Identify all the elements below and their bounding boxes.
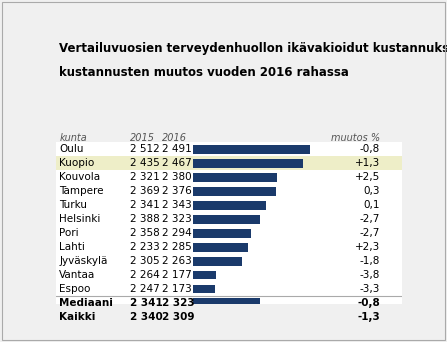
Text: 2 323: 2 323 <box>161 298 194 308</box>
Text: 2 341: 2 341 <box>131 200 160 210</box>
Text: 2 323: 2 323 <box>161 214 191 224</box>
Text: +2,5: +2,5 <box>354 172 380 182</box>
FancyBboxPatch shape <box>56 282 402 296</box>
Text: 2 309: 2 309 <box>161 312 194 322</box>
Text: -0,8: -0,8 <box>359 144 380 154</box>
Text: Oulu: Oulu <box>59 144 84 154</box>
Text: -3,8: -3,8 <box>359 270 380 280</box>
FancyBboxPatch shape <box>193 201 266 210</box>
Text: +2,3: +2,3 <box>354 242 380 252</box>
Text: -2,7: -2,7 <box>359 214 380 224</box>
Text: 2 263: 2 263 <box>161 256 191 266</box>
FancyBboxPatch shape <box>193 215 260 224</box>
Text: 2016: 2016 <box>161 133 186 143</box>
Text: 2 321: 2 321 <box>131 172 160 182</box>
FancyBboxPatch shape <box>193 271 216 279</box>
Text: Vantaa: Vantaa <box>59 270 96 280</box>
Text: Espoo: Espoo <box>59 284 91 294</box>
Text: -2,7: -2,7 <box>359 228 380 238</box>
Text: 2 435: 2 435 <box>131 158 160 168</box>
Text: Kuopio: Kuopio <box>59 158 95 168</box>
FancyBboxPatch shape <box>193 313 256 321</box>
Text: +1,3: +1,3 <box>354 158 380 168</box>
Text: 2 264: 2 264 <box>131 270 160 280</box>
Text: 2 233: 2 233 <box>131 242 160 252</box>
Text: 2 380: 2 380 <box>161 172 191 182</box>
Text: kustannusten muutos vuoden 2016 rahassa: kustannusten muutos vuoden 2016 rahassa <box>59 66 349 79</box>
FancyBboxPatch shape <box>193 159 303 168</box>
FancyBboxPatch shape <box>193 187 276 196</box>
FancyBboxPatch shape <box>56 156 402 170</box>
FancyBboxPatch shape <box>193 299 260 307</box>
Text: 2 376: 2 376 <box>161 186 191 196</box>
Text: 2 294: 2 294 <box>161 228 191 238</box>
Text: -3,3: -3,3 <box>359 284 380 294</box>
Text: 2015: 2015 <box>131 133 156 143</box>
Text: Helsinki: Helsinki <box>59 214 101 224</box>
FancyBboxPatch shape <box>56 240 402 254</box>
FancyBboxPatch shape <box>56 170 402 184</box>
Text: kunta: kunta <box>59 133 87 143</box>
Text: 2 343: 2 343 <box>161 200 191 210</box>
Text: muutos %: muutos % <box>331 133 380 143</box>
FancyBboxPatch shape <box>193 145 310 154</box>
FancyBboxPatch shape <box>193 242 248 252</box>
Text: 0,1: 0,1 <box>363 200 380 210</box>
Text: Pori: Pori <box>59 228 79 238</box>
FancyBboxPatch shape <box>56 310 402 324</box>
Text: 2 340: 2 340 <box>131 312 163 322</box>
Text: 2 247: 2 247 <box>131 284 160 294</box>
FancyBboxPatch shape <box>193 256 242 265</box>
Text: Mediaani: Mediaani <box>59 298 113 308</box>
FancyBboxPatch shape <box>56 296 402 310</box>
Text: Vertailuvuosien terveydenhuollon ikävakioidut kustannukset ja: Vertailuvuosien terveydenhuollon ikävaki… <box>59 42 447 55</box>
FancyBboxPatch shape <box>56 142 402 156</box>
FancyBboxPatch shape <box>56 212 402 226</box>
FancyBboxPatch shape <box>193 285 215 293</box>
Text: Kouvola: Kouvola <box>59 172 101 182</box>
Text: Kaikki: Kaikki <box>59 312 96 322</box>
FancyBboxPatch shape <box>56 198 402 212</box>
Text: 2 467: 2 467 <box>161 158 191 168</box>
Text: 2 173: 2 173 <box>161 284 191 294</box>
Text: 2 369: 2 369 <box>131 186 160 196</box>
Text: 2 177: 2 177 <box>161 270 191 280</box>
FancyBboxPatch shape <box>56 226 402 240</box>
FancyBboxPatch shape <box>56 268 402 282</box>
FancyBboxPatch shape <box>193 173 277 182</box>
FancyBboxPatch shape <box>193 229 251 238</box>
Text: 2 491: 2 491 <box>161 144 191 154</box>
Text: Jyväskylä: Jyväskylä <box>59 256 108 266</box>
Text: 2 305: 2 305 <box>131 256 160 266</box>
FancyBboxPatch shape <box>56 184 402 198</box>
Text: Tampere: Tampere <box>59 186 104 196</box>
Text: 0,3: 0,3 <box>363 186 380 196</box>
Text: -1,3: -1,3 <box>357 312 380 322</box>
Text: 2 512: 2 512 <box>131 144 160 154</box>
Text: -1,8: -1,8 <box>359 256 380 266</box>
Text: Lahti: Lahti <box>59 242 85 252</box>
Text: 2 341: 2 341 <box>131 298 163 308</box>
Text: 2 358: 2 358 <box>131 228 160 238</box>
Text: 2 388: 2 388 <box>131 214 160 224</box>
Text: -0,8: -0,8 <box>357 298 380 308</box>
Text: 2 285: 2 285 <box>161 242 191 252</box>
FancyBboxPatch shape <box>56 254 402 268</box>
Text: Turku: Turku <box>59 200 87 210</box>
